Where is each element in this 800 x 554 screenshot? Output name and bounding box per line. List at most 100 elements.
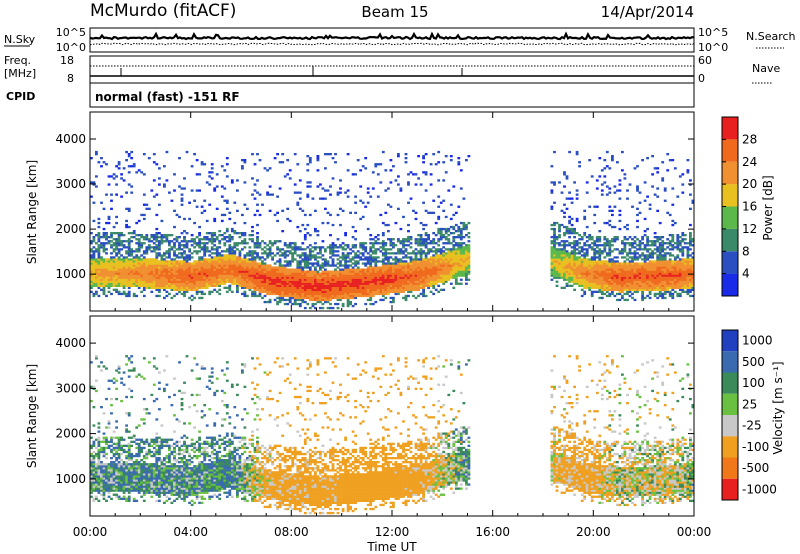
- power-cell: [407, 256, 410, 259]
- power-cell: [555, 221, 559, 225]
- power-cell: [387, 223, 390, 227]
- power-cell: [140, 270, 144, 273]
- power-cell: [112, 260, 116, 263]
- power-cell: [449, 266, 453, 269]
- power-cell: [110, 284, 113, 287]
- power-cell: [392, 280, 395, 283]
- power-cell: [213, 217, 217, 221]
- power-cell: [550, 274, 554, 277]
- power-cell: [273, 290, 277, 293]
- power-cell: [225, 236, 229, 239]
- power-cell: [394, 292, 398, 296]
- power-cell: [583, 276, 587, 279]
- power-cell: [236, 274, 239, 277]
- power-cell: [168, 278, 171, 281]
- power-cell: [306, 270, 310, 273]
- power-cell: [183, 260, 186, 263]
- power-cell: [369, 262, 373, 265]
- power-cell: [140, 268, 144, 271]
- power-heatmap: [90, 150, 695, 310]
- power-cell: [102, 227, 106, 231]
- power-cell: [573, 242, 576, 245]
- power-cell: [173, 238, 176, 241]
- power-cell: [140, 236, 144, 239]
- power-cell: [223, 250, 227, 253]
- power-cell: [573, 262, 576, 265]
- power-cell: [402, 266, 405, 269]
- power-cell: [200, 270, 204, 273]
- power-cell: [185, 276, 189, 279]
- power-cell: [437, 272, 441, 275]
- power-cell: [563, 274, 566, 277]
- power-cell: [618, 179, 622, 182]
- power-cell: [311, 282, 315, 285]
- power-cell: [643, 278, 647, 281]
- power-cell: [376, 290, 380, 293]
- power-cell: [621, 278, 624, 281]
- power-cell: [646, 274, 649, 277]
- power-cell: [600, 260, 604, 263]
- power-cell: [392, 278, 395, 281]
- power-cell: [183, 250, 186, 253]
- power-cell: [588, 266, 592, 269]
- power-cell: [288, 278, 292, 281]
- power-cell: [457, 254, 461, 257]
- power-cell: [361, 201, 365, 204]
- power-cell: [339, 270, 342, 273]
- power-cell: [565, 240, 569, 243]
- power-cell: [195, 244, 199, 247]
- power-cell: [122, 179, 126, 182]
- power-cell: [344, 258, 347, 261]
- power-cell: [349, 282, 352, 285]
- power-cell: [291, 278, 295, 281]
- power-cell: [225, 276, 229, 279]
- power-cell: [560, 254, 564, 257]
- power-cell: [442, 288, 446, 291]
- power-cell: [230, 230, 234, 233]
- power-cell: [364, 264, 368, 267]
- power-cell: [95, 234, 98, 237]
- power-cell: [266, 286, 269, 289]
- power-cell: [339, 292, 342, 296]
- power-cell: [371, 270, 375, 273]
- power-cell: [205, 272, 209, 275]
- power-cell: [152, 270, 156, 273]
- power-cell: [414, 217, 418, 221]
- power-cell: [268, 268, 272, 271]
- power-cell: [155, 270, 159, 273]
- power-cell: [392, 258, 395, 261]
- power-cell: [605, 294, 609, 298]
- power-cell: [550, 165, 554, 168]
- power-cell: [223, 187, 227, 190]
- power-cell: [371, 244, 375, 247]
- power-cell: [427, 248, 430, 251]
- power-cell: [598, 270, 602, 273]
- power-cell: [449, 268, 453, 271]
- power-cell: [223, 268, 227, 271]
- power-cell: [198, 173, 201, 176]
- power-cell: [236, 266, 239, 269]
- power-cell: [266, 288, 269, 291]
- power-cell: [371, 268, 375, 271]
- power-cell: [281, 274, 285, 277]
- power-cell: [631, 272, 634, 275]
- power-cell: [381, 246, 385, 249]
- power-cell: [147, 276, 151, 279]
- power-cell: [462, 254, 466, 257]
- power-cell: [452, 270, 456, 273]
- power-cell: [155, 260, 159, 263]
- power-cell: [263, 266, 267, 269]
- power-cell: [303, 248, 307, 251]
- power-cell: [205, 282, 209, 285]
- power-cell: [593, 286, 597, 289]
- power-cell: [183, 252, 186, 255]
- power-cell: [454, 254, 458, 257]
- power-cell: [155, 284, 159, 287]
- power-cell: [286, 298, 290, 302]
- power-cell: [434, 258, 438, 261]
- power-cell: [125, 258, 128, 261]
- power-cell: [608, 252, 612, 255]
- power-cell: [336, 280, 340, 283]
- power-cell: [142, 288, 146, 291]
- power-cell: [150, 280, 154, 283]
